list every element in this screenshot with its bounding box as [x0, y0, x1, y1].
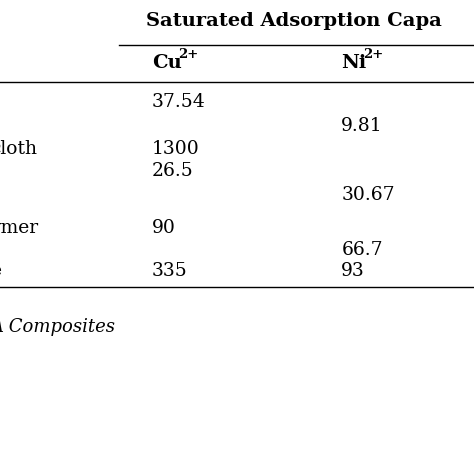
Text: 9.81: 9.81	[341, 117, 383, 135]
Text: 335: 335	[152, 262, 187, 280]
Text: A Composites: A Composites	[0, 318, 116, 336]
Text: Cu: Cu	[152, 54, 182, 72]
Text: 2+: 2+	[178, 47, 198, 61]
Text: e: e	[0, 262, 1, 280]
Text: 2+: 2+	[364, 47, 384, 61]
Text: 93: 93	[341, 262, 365, 280]
Text: 66.7: 66.7	[341, 241, 383, 259]
Text: Saturated Adsorption Capa: Saturated Adsorption Capa	[146, 12, 442, 30]
Text: 1300: 1300	[152, 140, 200, 158]
Text: ymer: ymer	[0, 219, 39, 237]
Text: 30.67: 30.67	[341, 186, 395, 204]
Text: 37.54: 37.54	[152, 93, 205, 111]
Text: 26.5: 26.5	[152, 162, 193, 180]
Text: Ni: Ni	[341, 54, 366, 72]
Text: 90: 90	[152, 219, 175, 237]
Text: cloth: cloth	[0, 140, 37, 158]
